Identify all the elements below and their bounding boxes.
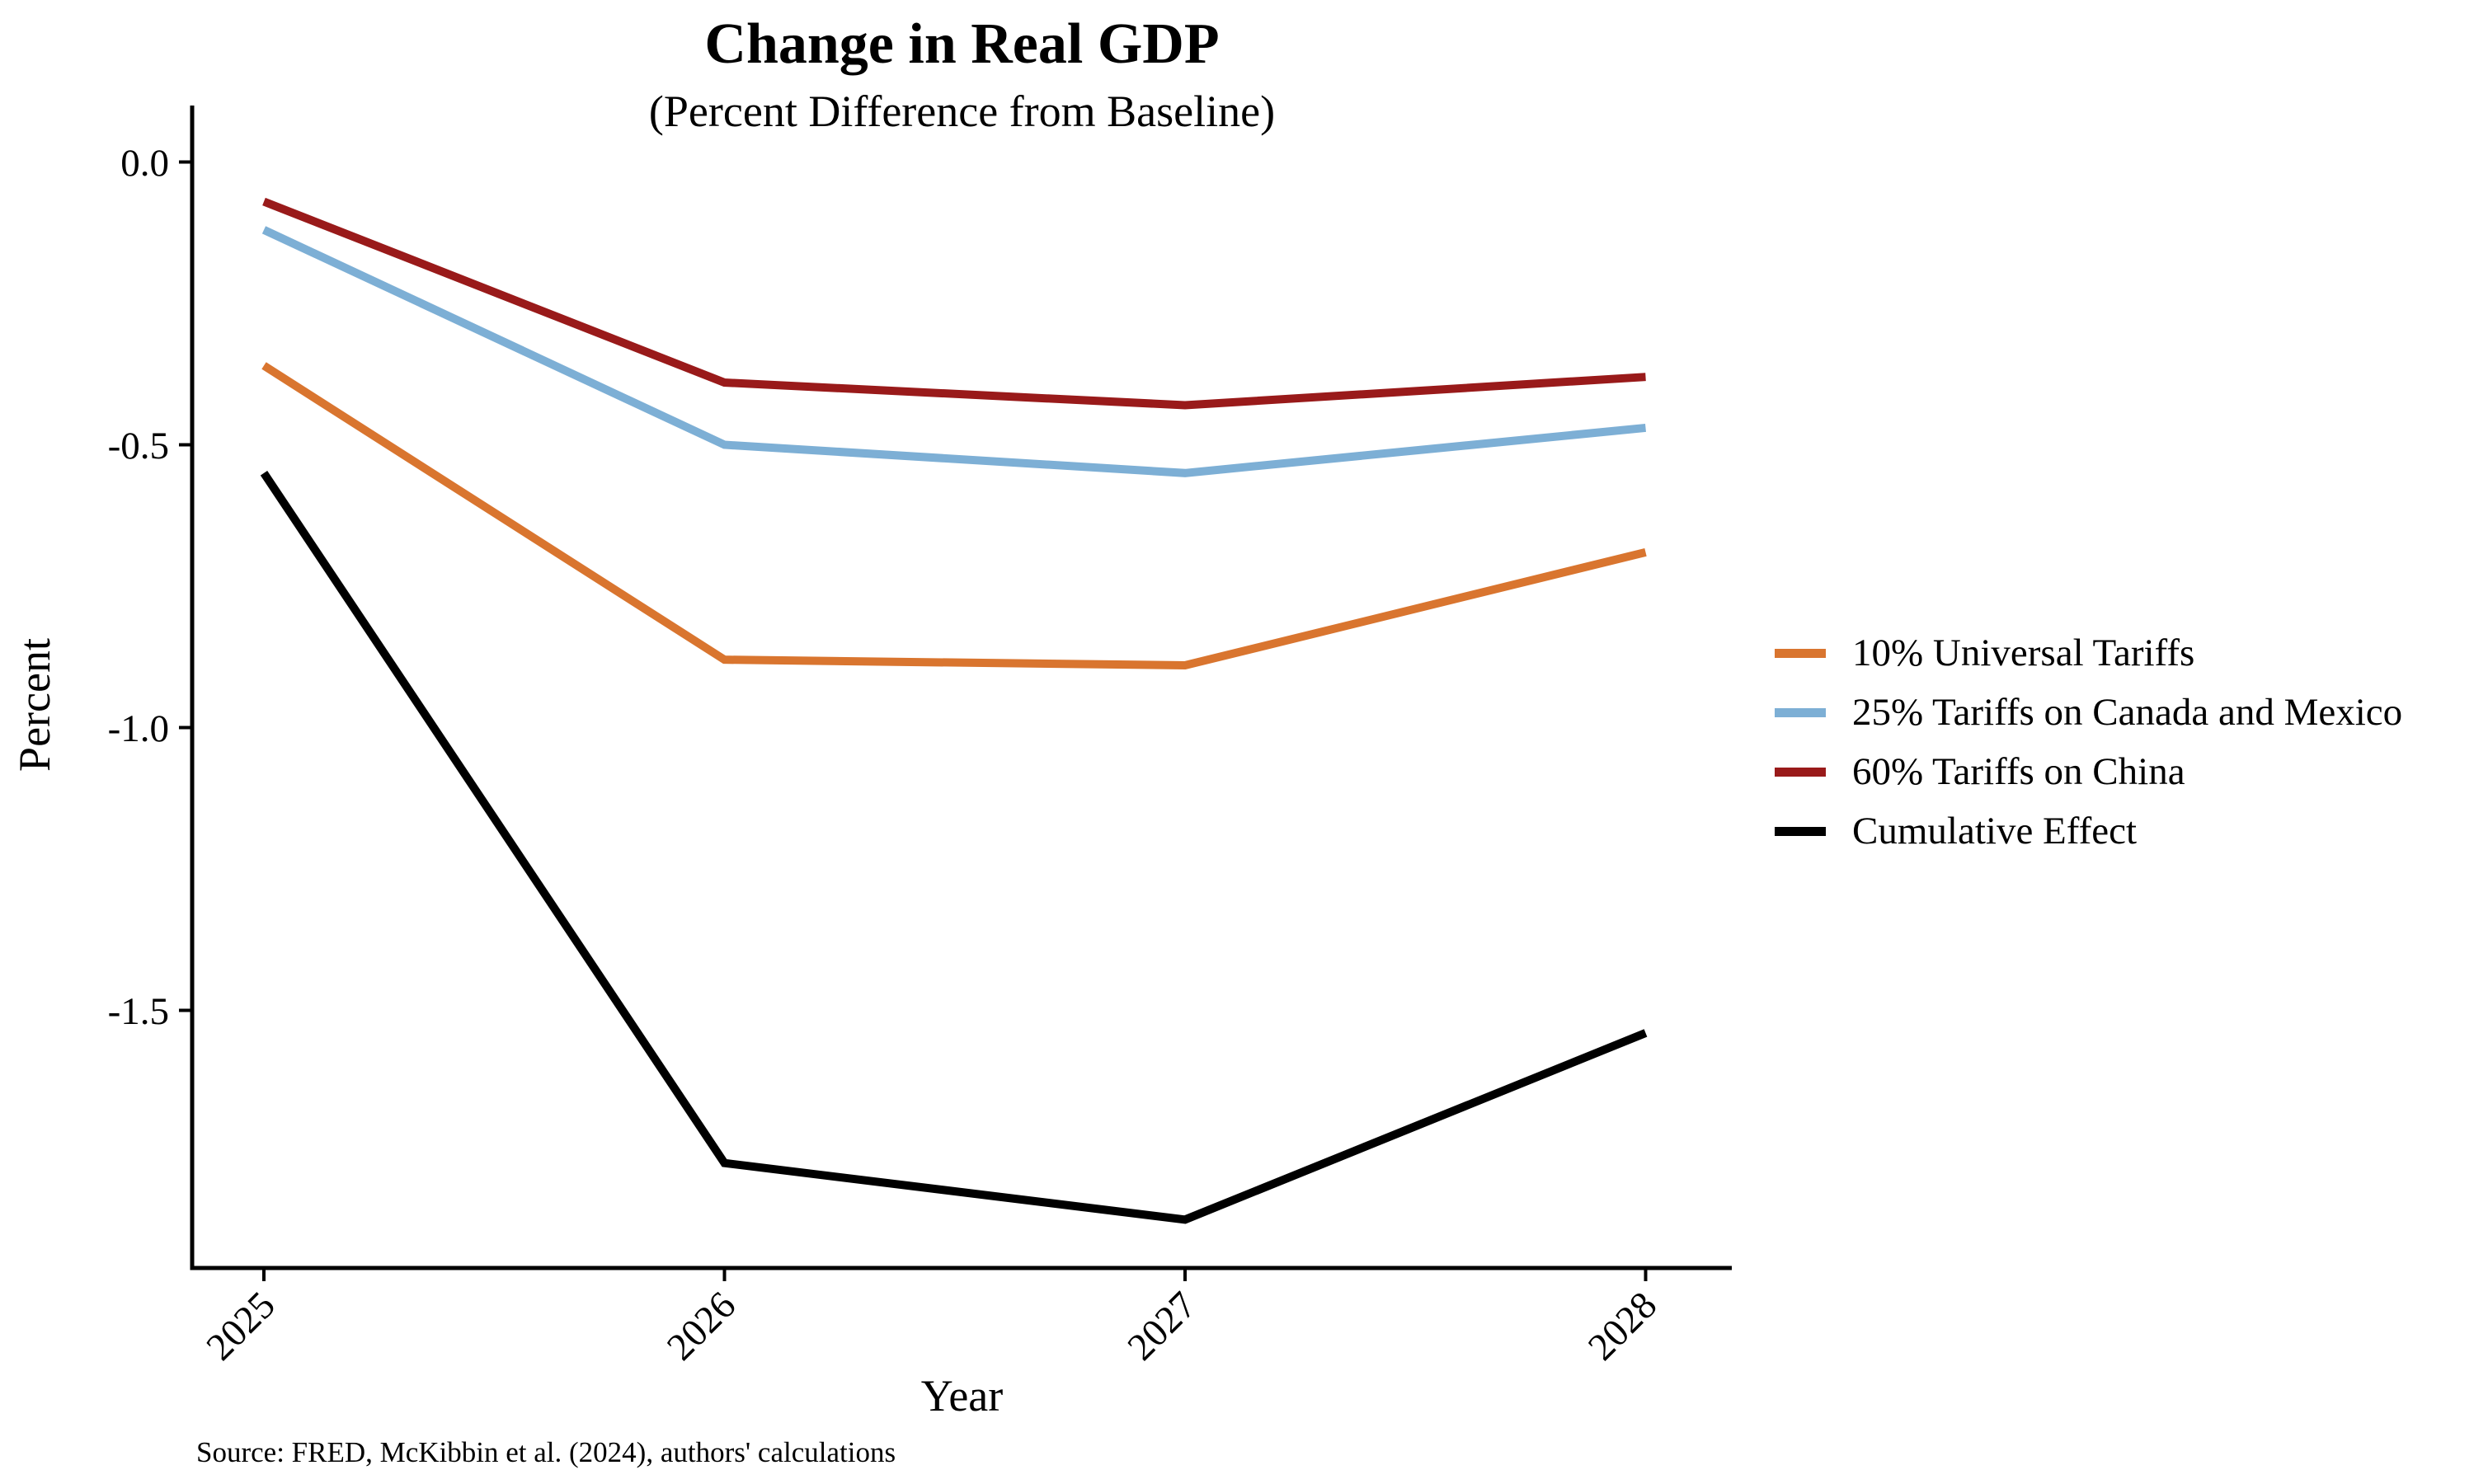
chart-title: Change in Real GDP [704, 12, 1220, 76]
legend-label: 10% Universal Tariffs [1852, 632, 2195, 674]
legend-item-1: 25% Tariffs on Canada and Mexico [1775, 683, 2402, 742]
legend-label: Cumulative Effect [1852, 810, 2137, 852]
legend-item-2: 60% Tariffs on China [1775, 742, 2402, 801]
y-tick-label: 0.0 [120, 142, 169, 185]
series-line-0 [261, 362, 1647, 670]
chart-subtitle: (Percent Difference from Baseline) [648, 87, 1276, 136]
source-note: Source: FRED, McKibbin et al. (2024), au… [196, 1436, 896, 1468]
x-tick-label: 2028 [1580, 1284, 1665, 1369]
x-tick-label: 2025 [199, 1284, 284, 1369]
series-line-1 [261, 226, 1646, 477]
x-tick-label: 2026 [659, 1284, 744, 1369]
legend-item-3: Cumulative Effect [1775, 801, 2402, 861]
x-tick-label: 2027 [1120, 1284, 1205, 1369]
legend-swatch-icon [1775, 648, 1826, 658]
legend-label: 60% Tariffs on China [1852, 750, 2185, 793]
y-tick-label: -0.5 [108, 425, 169, 467]
legend: 10% Universal Tariffs 25% Tariffs on Cana… [1775, 623, 2402, 861]
legend-item-0: 10% Universal Tariffs [1775, 623, 2402, 683]
y-tick-label: -1.5 [108, 990, 169, 1033]
legend-label: 25% Tariffs on Canada and Mexico [1852, 691, 2403, 734]
legend-swatch-icon [1775, 707, 1826, 717]
legend-swatch-icon [1775, 767, 1826, 777]
x-axis-title: Year [920, 1371, 1004, 1421]
legend-swatch-icon [1775, 826, 1826, 836]
series-line-3 [260, 471, 1648, 1224]
series-line-2 [262, 197, 1646, 410]
y-tick-label: -1.0 [108, 707, 169, 750]
